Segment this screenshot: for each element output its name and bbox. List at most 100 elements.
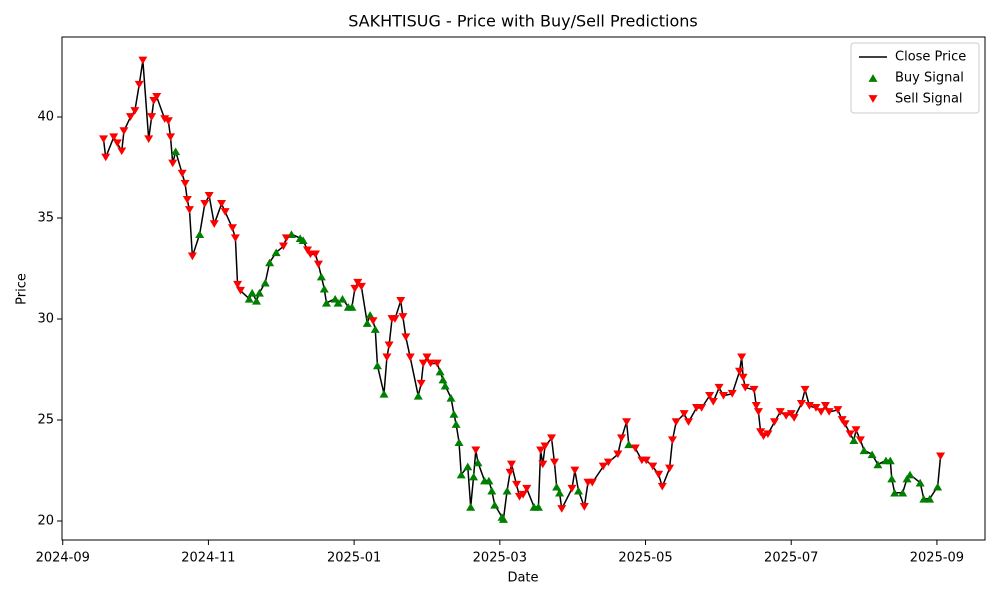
signal-marker: [657, 482, 667, 491]
signal-marker: [887, 474, 897, 483]
signal-marker: [714, 383, 724, 392]
signal-marker: [413, 391, 423, 400]
signal-marker: [498, 515, 508, 523]
signal-marker: [350, 284, 360, 293]
signal-marker: [125, 113, 135, 121]
signal-marker: [738, 373, 748, 382]
signal-marker: [384, 341, 394, 350]
signal-marker: [418, 359, 428, 368]
signal-marker: [405, 353, 415, 362]
signal-marker: [718, 391, 728, 400]
signal-marker: [769, 418, 779, 426]
x-tick-label: 2025-07: [764, 551, 818, 566]
legend-label: Sell Signal: [895, 92, 963, 107]
signal-marker: [401, 333, 411, 342]
signal-marker: [840, 420, 850, 428]
signal-marker: [763, 430, 773, 438]
signal-marker: [756, 428, 766, 436]
y-tick-label: 40: [37, 109, 54, 124]
x-tick-label: 2024-11: [181, 551, 235, 566]
signal-marker: [775, 408, 785, 416]
x-tick-label: 2025-03: [473, 551, 527, 566]
signal-marker: [557, 505, 567, 513]
signal-marker: [849, 436, 859, 445]
signal-marker: [466, 503, 476, 511]
signal-marker: [101, 153, 111, 162]
signal-marker: [195, 230, 205, 238]
signal-marker: [705, 391, 715, 400]
signal-marker: [99, 135, 109, 144]
signal-marker: [166, 133, 176, 142]
signal-marker: [356, 282, 366, 291]
x-tick-label: 2025-09: [910, 551, 964, 566]
signal-marker: [337, 294, 347, 303]
signal-marker: [753, 408, 763, 416]
signal-marker: [665, 464, 675, 473]
signal-marker: [667, 436, 677, 445]
signal-marker: [598, 462, 608, 471]
signal-marker: [368, 317, 378, 325]
signal-marker: [624, 440, 634, 449]
signal-marker: [786, 410, 796, 418]
signal-marker: [547, 434, 557, 443]
signal-marker: [281, 234, 291, 243]
signal-marker: [134, 80, 144, 89]
y-tick-label: 30: [37, 312, 54, 327]
signal-marker: [271, 248, 281, 257]
signal-marker: [859, 446, 869, 455]
signal-marker: [816, 408, 826, 416]
signal-marker: [233, 280, 243, 289]
signal-marker: [933, 482, 943, 491]
y-tick-label: 20: [37, 514, 54, 529]
x-tick-label: 2025-01: [327, 551, 381, 566]
signal-marker: [540, 442, 550, 451]
signal-marker: [654, 470, 664, 479]
signal-marker: [451, 420, 461, 428]
signal-marker: [796, 400, 806, 408]
x-axis-label: Date: [507, 571, 538, 586]
y-axis-label: Price: [15, 273, 30, 305]
signal-marker: [182, 195, 192, 204]
signal-marker: [321, 299, 331, 307]
signal-marker: [749, 385, 759, 394]
signal-marker: [187, 252, 197, 261]
signal-marker: [446, 393, 456, 402]
signal-marker: [463, 462, 473, 471]
signal-marker: [180, 179, 190, 188]
y-tick-label: 35: [37, 210, 54, 225]
signal-marker: [372, 361, 382, 370]
signal-marker: [734, 367, 744, 376]
signal-marker: [845, 430, 855, 438]
signal-marker: [432, 359, 442, 368]
signal-marker: [502, 486, 512, 495]
legend-swatch: [868, 74, 878, 82]
signal-marker: [549, 458, 559, 467]
signal-marker: [130, 107, 140, 115]
signal-marker: [684, 418, 694, 426]
signal-marker: [925, 494, 935, 503]
signal-marker: [353, 278, 363, 287]
signal-marker: [247, 288, 257, 297]
signal-marker: [319, 284, 329, 293]
signal-marker: [252, 296, 262, 305]
signal-marker: [648, 462, 658, 471]
signal-marker: [138, 56, 148, 65]
signal-marker: [490, 501, 500, 509]
signal-marker: [613, 450, 623, 459]
signal-marker: [303, 246, 313, 255]
legend-swatch: [868, 95, 878, 103]
signal-marker: [781, 412, 791, 420]
signal-marker: [622, 418, 632, 426]
signal-marker: [454, 438, 464, 447]
signal-marker: [244, 294, 254, 303]
signal-marker: [919, 494, 929, 503]
signal-marker: [630, 444, 640, 453]
signal-marker: [160, 115, 170, 123]
signal-marker: [506, 460, 516, 469]
x-tick-label: 2024-09: [36, 551, 90, 566]
signal-marker: [473, 458, 483, 467]
signal-marker: [333, 299, 343, 307]
signal-marker: [533, 503, 543, 511]
signal-marker: [204, 191, 214, 200]
signal-marker: [671, 418, 681, 426]
